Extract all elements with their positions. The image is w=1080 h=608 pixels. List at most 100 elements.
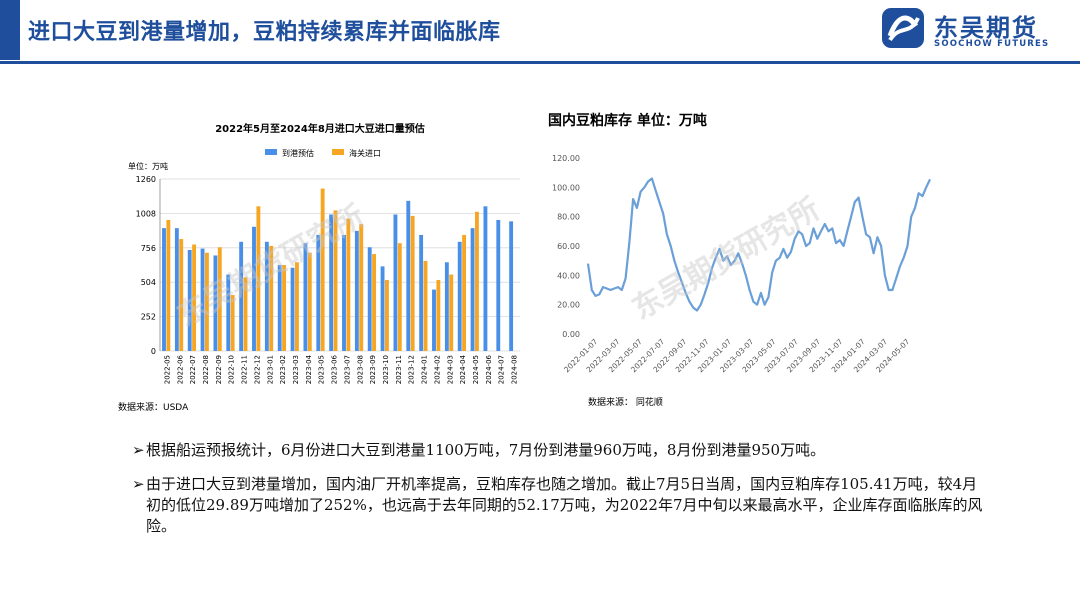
bar-arrival	[213, 255, 218, 351]
bar-customs	[462, 234, 467, 351]
x-tick-label: 2022-05	[163, 355, 171, 384]
bar-arrival	[290, 267, 295, 351]
bar-customs	[282, 265, 287, 351]
bar-arrival	[252, 226, 256, 351]
bar-arrival	[444, 262, 449, 351]
bar-customs	[243, 277, 248, 351]
x-tick-label: 2024-03	[446, 355, 454, 384]
commentary: ➢ 根据船运预报统计，6月份进口大豆到港量1100万吨，7月份到港量960万吨，…	[132, 440, 992, 550]
bar-customs	[410, 215, 415, 351]
bar-customs	[192, 244, 197, 351]
y-tick-label: 756	[141, 244, 156, 253]
x-tick-label: 2023-10	[382, 355, 390, 384]
legend-label-arrival: 到港预估	[282, 148, 314, 158]
bar-arrival	[162, 228, 166, 351]
bar-customs	[346, 218, 351, 351]
bullet-item: ➢ 根据船运预报统计，6月份进口大豆到港量1100万吨，7月份到港量960万吨，…	[132, 440, 992, 461]
y-tick-label: 20.00	[557, 301, 580, 310]
bullet-arrow-icon: ➢	[132, 475, 145, 493]
bar-arrival	[200, 248, 205, 351]
bar-customs	[359, 224, 364, 351]
y-tick-label: 504	[141, 278, 156, 287]
x-tick-label: 2024-07	[498, 355, 506, 384]
bullet-text: 由于进口大豆到港量增加，国内油厂开机率提高，豆粕库存也随之增加。截止7月5日当周…	[146, 475, 983, 535]
y-tick-label: 1260	[136, 175, 156, 184]
x-tick-label: 2024-01	[421, 355, 429, 384]
brand-subtitle: SOOCHOW FUTURES	[934, 39, 1050, 49]
y-tick-label: 80.00	[557, 213, 580, 222]
meal-inventory-chart-svg: 国内豆粕库存 单位：万吨 0.00 20.00 40.00 60.00 80.00 100…	[548, 112, 931, 408]
bar-arrival	[509, 221, 514, 351]
y-tick-label: 0	[151, 347, 156, 356]
x-tick-label: 2023-05	[318, 355, 326, 384]
x-tick-label: 2022-10	[228, 355, 236, 384]
bar-customs	[205, 252, 209, 351]
header: 进口大豆到港量增加，豆粕持续累库并面临胀库 东吴期货 SOOCHOW FUTUR…	[0, 0, 1080, 78]
bar-arrival	[316, 234, 321, 351]
bar-customs	[230, 295, 235, 351]
bar-arrival	[470, 228, 475, 351]
x-tick-label: 2022-09	[215, 355, 223, 384]
bar-customs	[397, 243, 402, 351]
bar-customs	[333, 210, 338, 351]
chart-title: 2022年5月至2024年8月进口大豆进口量预估	[215, 122, 425, 135]
inventory-line	[586, 177, 931, 312]
meal-inventory-chart: 国内豆粕库存 单位：万吨 0.00 20.00 40.00 60.00 80.00 100…	[540, 100, 940, 410]
bar-customs	[217, 247, 222, 351]
bullet-item: ➢ 由于进口大豆到港量增加，国内油厂开机率提高，豆粕库存也随之增加。截止7月5日…	[132, 474, 992, 537]
bar-customs	[295, 262, 299, 351]
x-tick-label: 2023-02	[279, 355, 287, 384]
bar-arrival	[483, 206, 488, 351]
import-volume-chart: 2022年5月至2024年8月进口大豆进口量预估 到港预估 海关进口 单位：万吨…	[110, 112, 530, 422]
bar-arrival	[303, 243, 308, 351]
bar-customs	[320, 188, 325, 351]
x-tick-label: 2022-11	[241, 355, 249, 384]
bar-arrival	[380, 266, 385, 351]
unit-label: 单位：万吨	[128, 161, 168, 171]
x-tick-label: 2024-02	[433, 355, 441, 384]
bar-customs	[449, 274, 454, 351]
y-tick-label: 60.00	[557, 242, 580, 251]
x-tick-label: 2023-09	[369, 355, 377, 384]
x-tick-label: 2022-08	[202, 355, 210, 384]
import-volume-chart-svg: 2022年5月至2024年8月进口大豆进口量预估 到港预估 海关进口 单位：万吨…	[118, 122, 520, 413]
bar-customs	[372, 254, 377, 351]
x-tick-label: 2023-07	[343, 355, 351, 384]
data-source: 数据来源： 同花顺	[588, 396, 663, 408]
bullet-text: 根据船运预报统计，6月份进口大豆到港量1100万吨，7月份到港量960万吨，8月…	[146, 441, 826, 459]
bar-customs	[475, 211, 479, 351]
x-tick-label: 2024-04	[459, 354, 467, 384]
bar-customs	[179, 239, 184, 351]
legend-swatch-arrival	[265, 149, 277, 155]
bar-customs	[385, 280, 389, 351]
bar-arrival	[342, 234, 346, 351]
bar-arrival	[239, 241, 244, 351]
bar-customs	[269, 245, 274, 351]
bar-arrival	[457, 241, 462, 351]
x-tick-label: 2023-08	[356, 355, 364, 384]
y-tick-label: 120.00	[552, 154, 580, 163]
y-tick-label: 40.00	[557, 271, 580, 280]
bar-arrival	[187, 249, 192, 351]
x-tick-label: 2024-05	[472, 355, 480, 384]
header-rule	[0, 61, 1080, 64]
title-accent-bar	[0, 0, 20, 60]
bar-customs	[423, 260, 428, 351]
bar-customs	[436, 280, 441, 351]
bar-arrival	[226, 274, 231, 351]
x-tick-label: 2024-08	[511, 355, 519, 384]
data-source: 数据来源：USDA	[118, 401, 189, 413]
page-title: 进口大豆到港量增加，豆粕持续累库并面临胀库	[28, 20, 501, 45]
x-tick-label: 2024-06	[485, 354, 493, 384]
bar-arrival	[432, 289, 436, 351]
x-tick-label: 2023-12	[408, 355, 416, 384]
bar-customs	[307, 252, 312, 351]
x-tick-label: 2023-11	[395, 355, 403, 384]
bar-arrival	[277, 265, 282, 351]
y-tick-label: 100.00	[552, 183, 580, 192]
bullet-arrow-icon: ➢	[132, 441, 145, 459]
y-tick-label: 252	[141, 313, 156, 322]
x-tick-label: 2022-12	[253, 355, 261, 384]
x-tick-label: 2022-06	[176, 354, 184, 384]
bar-arrival	[406, 200, 411, 351]
